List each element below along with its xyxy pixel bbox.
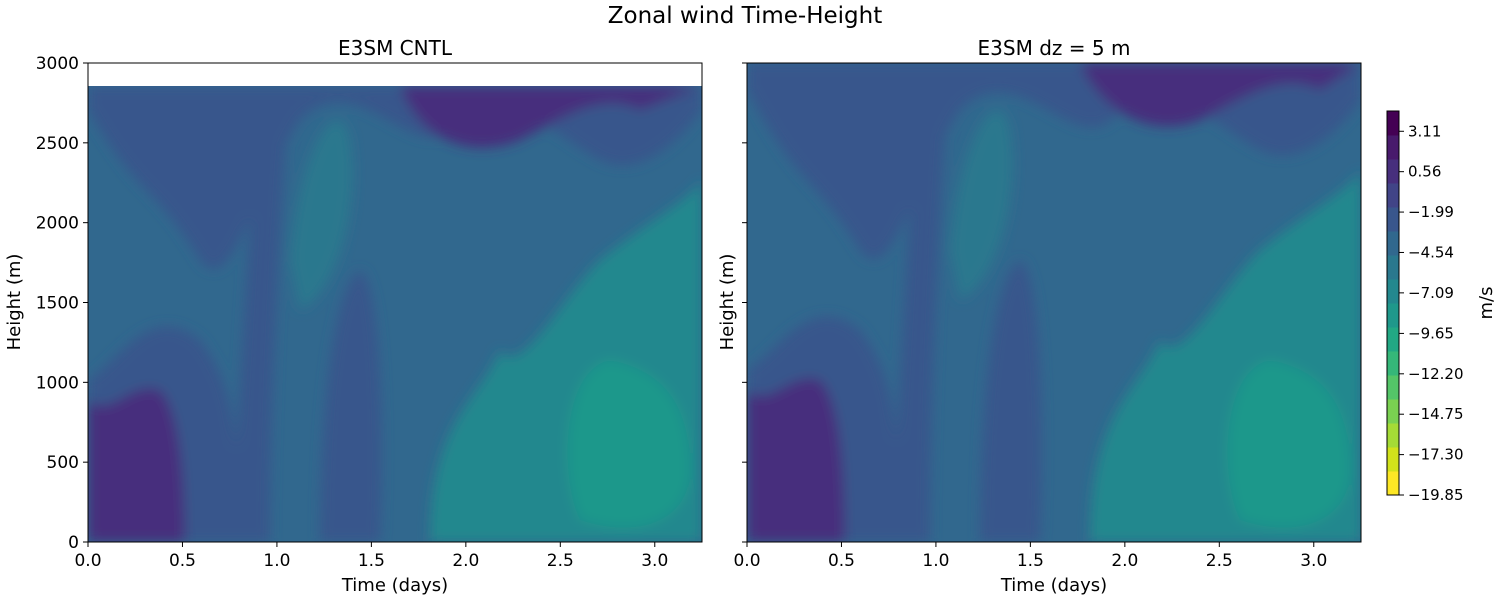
x-axis-label: Time (days) (341, 575, 448, 596)
x-axis-label: Time (days) (1000, 575, 1107, 596)
y-tick-label: 2500 (36, 134, 79, 154)
wind-field-contours (88, 86, 702, 542)
colorbar-level (1387, 303, 1399, 328)
x-tick-label: 3.0 (641, 551, 668, 571)
y-tick-label: 0 (68, 533, 79, 553)
y-axis-label: Height (m) (4, 254, 25, 351)
colorbar-label: m/s (1476, 287, 1497, 320)
contour-lower-dark (747, 378, 845, 542)
x-tick-label: 0.0 (733, 551, 760, 571)
colorbar-frame (1386, 110, 1400, 496)
contour-upper-dark (1080, 63, 1361, 127)
contour-green-left (950, 110, 1013, 300)
y-tick-label: 3000 (36, 54, 79, 74)
colorbar-tick-label: −17.30 (1408, 446, 1464, 464)
x-tick-label: 2.0 (452, 551, 479, 571)
panel-dz5: E3SM dz = 5 m 0.0 0.5 1.0 1.5 2.0 2.5 3.0 Time… (717, 36, 1362, 596)
x-ticks: 0.0 0.5 1.0 1.5 2.0 2.5 3.0 (74, 542, 668, 571)
colorbar-ticks: 3.11 0.56 −1.99 −4.54 −7.09 −9.65 −12.20 −14.75… (1399, 122, 1464, 504)
y-axis-label: Height (m) (717, 254, 738, 351)
colorbar-level (1387, 423, 1399, 448)
contour-center-band (980, 260, 1042, 542)
x-tick-label: 2.5 (547, 551, 574, 571)
x-tick-label: 1.0 (263, 551, 290, 571)
colorbar-level (1387, 207, 1399, 232)
colorbar-tick-label: −9.65 (1408, 324, 1454, 342)
wind-field-contours (747, 63, 1361, 542)
colorbar-tick-label: 0.56 (1408, 163, 1441, 181)
x-tick-label: 0.0 (74, 551, 101, 571)
figure-title: Zonal wind Time-Height (608, 3, 883, 29)
contour-upper-dark (400, 86, 702, 148)
empty-top-region (88, 63, 702, 86)
colorbar-level (1387, 231, 1399, 256)
x-tick-label: 1.0 (922, 551, 949, 571)
colorbar-level (1387, 471, 1399, 496)
x-tick-label: 0.5 (828, 551, 855, 571)
y-tick-label: 500 (47, 453, 79, 473)
y-tick-label: 2000 (36, 214, 79, 234)
panel-title: E3SM CNTL (338, 36, 453, 60)
colorbar-tick-label: −7.09 (1408, 284, 1454, 302)
contour-teal-core (567, 360, 690, 528)
colorbar-level (1387, 255, 1399, 280)
x-tick-label: 2.0 (1111, 551, 1138, 571)
colorbar-tick-label: −4.54 (1408, 243, 1454, 261)
x-tick-label: 0.5 (169, 551, 196, 571)
x-tick-label: 1.5 (358, 551, 385, 571)
x-ticks: 0.0 0.5 1.0 1.5 2.0 2.5 3.0 (733, 542, 1327, 571)
y-ticks (742, 62, 747, 543)
colorbar-level (1387, 399, 1399, 424)
x-tick-label: 1.5 (1017, 551, 1044, 571)
colorbar-level (1387, 327, 1399, 352)
colorbar-tick-label: −14.75 (1408, 405, 1464, 423)
colorbar-level (1387, 183, 1399, 208)
colorbar: 3.11 0.56 −1.99 −4.54 −7.09 −9.65 −12.20 −14.75… (1386, 110, 1497, 504)
contour-upper-purple (88, 86, 702, 270)
panel-title: E3SM dz = 5 m (978, 36, 1131, 60)
colorbar-tick-label: −19.85 (1408, 486, 1464, 504)
colorbar-level (1387, 135, 1399, 160)
contour-mid-band (230, 86, 290, 542)
colorbar-tick-label: −1.99 (1408, 203, 1454, 221)
x-tick-label: 3.0 (1300, 551, 1327, 571)
colorbar-level (1387, 279, 1399, 304)
panel-cntl: E3SM CNTL 0.0 0.5 1.0 1.5 2.0 2.5 3.0 0 500 1000… (4, 36, 703, 596)
x-tick-label: 2.5 (1206, 551, 1233, 571)
colorbar-level (1387, 375, 1399, 400)
colorbar-levels (1387, 111, 1399, 496)
y-tick-label: 1000 (36, 373, 79, 393)
colorbar-level (1387, 159, 1399, 184)
colorbar-tick-label: −12.20 (1408, 365, 1464, 383)
colorbar-level (1387, 111, 1399, 136)
y-ticks: 0 500 1000 1500 2000 2500 3000 (36, 54, 88, 553)
colorbar-level (1387, 447, 1399, 472)
y-tick-label: 1500 (36, 294, 79, 314)
contour-green-left (290, 120, 353, 310)
contour-center-band (320, 270, 382, 542)
colorbar-level (1387, 351, 1399, 376)
contour-teal-core (1227, 360, 1350, 528)
contour-mid-band (890, 63, 950, 542)
colorbar-tick-label: 3.11 (1408, 122, 1441, 140)
contour-lower-dark (88, 388, 185, 542)
